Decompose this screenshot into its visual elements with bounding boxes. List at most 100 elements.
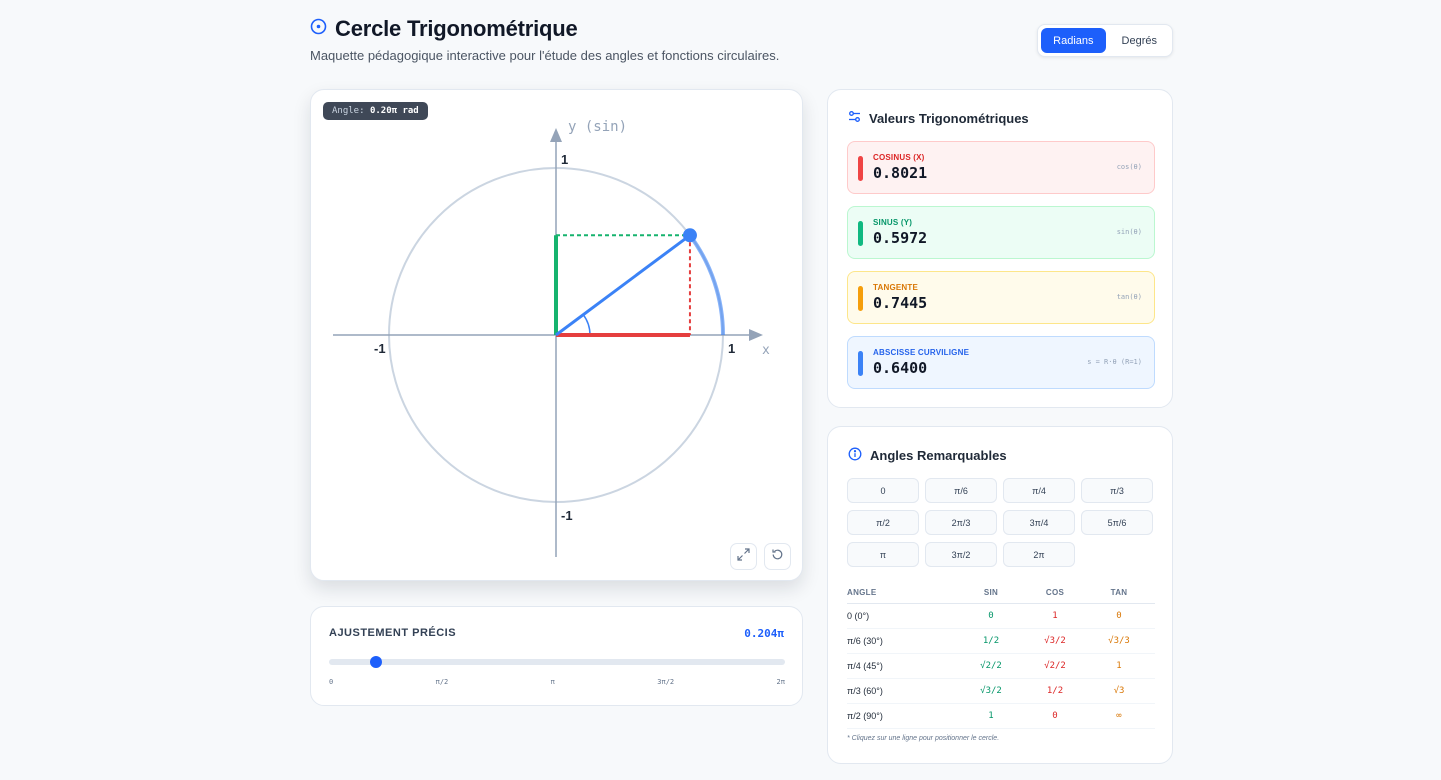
angle-badge: Angle: 0.20π rad [323,102,428,120]
angles-table-header: ANGLE SIN COS TAN [847,582,1155,604]
x-axis-label: x [762,343,770,358]
slider-tick: π [550,678,555,686]
angle-preset-button[interactable]: 5π/6 [1081,510,1153,535]
value-accent-bar [858,351,863,376]
angles-table-row[interactable]: 0 (0°) 0 1 0 [847,604,1155,629]
angle-badge-label: Angle: [332,106,365,116]
value-number: 0.7445 [873,294,928,312]
page-header: Cercle Trigonométrique Maquette pédagogi… [310,16,1173,66]
row-sin: √2/2 [980,661,1002,671]
arc-highlight [688,234,725,336]
page-subtitle: Maquette pédagogique interactive pour l'… [310,48,780,63]
remarkable-angles-header: Angles Remarquables [848,447,1007,464]
sliders-icon [848,110,861,126]
row-cos: 1 [1052,611,1058,621]
row-sin: 0 [988,611,994,621]
value-formula: tan(θ) [1116,293,1142,301]
fullscreen-button[interactable] [730,543,757,570]
value-label: TANGENTE [873,283,919,292]
angles-table-row[interactable]: π/6 (30°) 1/2 √3/2 √3/3 [847,629,1155,654]
trig-circle-canvas[interactable]: y (sin) x 1 -1 1 -1 [311,90,804,582]
trig-value-card: TANGENTE 0.7445 tan(θ) [847,271,1155,324]
target-icon [310,18,327,40]
row-tan: 0 [1116,611,1122,621]
row-cos: √2/2 [1044,661,1066,671]
angle-preset-button[interactable]: 0 [847,478,919,503]
reset-icon [771,548,784,566]
expand-icon [737,547,750,566]
value-label: ABSCISSE CURVILIGNE [873,348,970,357]
slider-tick: 2π [776,678,785,686]
value-number: 0.5972 [873,229,928,247]
angle-arc [582,314,591,336]
x-axis-arrow [749,329,763,341]
angle-slider-thumb[interactable] [369,656,382,668]
value-accent-bar [858,286,863,311]
angle-preset-button[interactable]: 2π/3 [925,510,997,535]
angle-preset-button[interactable]: 3π/2 [925,542,997,567]
col-header-cos: COS [1045,588,1065,597]
angle-preset-button[interactable]: π/2 [847,510,919,535]
angle-preset-button[interactable]: 2π [1003,542,1075,567]
degrees-button[interactable]: Degrés [1110,28,1169,53]
remarkable-angles-panel: Angles Remarquables 0 π/6 π/4 π/3 π/2 2π/3 3π/… [827,426,1173,764]
trig-value-card: COSINUS (X) 0.8021 cos(θ) [847,141,1155,194]
angle-preset-button[interactable]: π/4 [1003,478,1075,503]
row-tan: √3/3 [1108,636,1130,646]
row-angle: π/6 (30°) [847,636,883,646]
angle-badge-value: 0.20π rad [369,106,419,116]
col-header-angle: ANGLE [847,588,877,597]
angles-table: ANGLE SIN COS TAN 0 (0°) 0 1 0 π/6 (30°) 1/2 √… [847,582,1155,729]
radius-line [555,234,691,337]
row-cos: √3/2 [1044,636,1066,646]
angle-preset-button[interactable]: 3π/4 [1003,510,1075,535]
angles-table-row[interactable]: π/4 (45°) √2/2 √2/2 1 [847,654,1155,679]
y-axis-label: y (sin) [568,119,627,135]
y-axis-arrow [550,128,562,142]
unit-toggle: Radians Degrés [1037,24,1173,57]
col-header-sin: SIN [983,588,999,597]
tick-label-x-positive: 1 [728,341,735,356]
angles-table-row[interactable]: π/3 (60°) √3/2 1/2 √3 [847,679,1155,704]
angle-slider-track[interactable] [329,659,785,665]
row-tan: √3 [1113,686,1125,696]
row-cos: 1/2 [1046,686,1064,696]
info-icon [848,447,862,464]
trig-value-card: SINUS (Y) 0.5972 sin(θ) [847,206,1155,259]
slider-ticks: 0 π/2 π 3π/2 2π [329,678,785,686]
angle-point-handle [682,228,697,243]
trig-value-card: ABSCISSE CURVILIGNE 0.6400 s = R·θ (R=1) [847,336,1155,389]
row-angle: 0 (0°) [847,611,870,621]
value-accent-bar [858,221,863,246]
row-sin: 1/2 [982,636,1000,646]
circle-panel: y (sin) x 1 -1 1 -1 Angle: 0.20π rad [310,89,803,581]
reset-button[interactable] [764,543,791,570]
fine-adjust-panel: AJUSTEMENT PRÉCIS 0.204π 0 π/2 π 3π/2 2π [310,606,803,706]
value-number: 0.8021 [873,164,928,182]
slider-tick: 3π/2 [657,678,675,686]
tick-label-x-negative: -1 [374,341,386,356]
fine-adjust-label: AJUSTEMENT PRÉCIS [329,627,457,639]
angles-table-row[interactable]: π/2 (90°) 1 0 ∞ [847,704,1155,729]
remarkable-angles-title: Angles Remarquables [870,448,1007,463]
angle-preset-button[interactable]: π/3 [1081,478,1153,503]
value-formula: sin(θ) [1116,228,1142,236]
angle-button-grid: 0 π/6 π/4 π/3 π/2 2π/3 3π/4 5π/6 π 3π/2 2π [847,478,1155,567]
row-tan: 1 [1116,661,1122,671]
angle-preset-button[interactable]: π [847,542,919,567]
row-tan: ∞ [1116,711,1122,721]
row-angle: π/4 (45°) [847,661,883,671]
radians-button[interactable]: Radians [1041,28,1106,53]
value-accent-bar [858,156,863,181]
value-formula: cos(θ) [1116,163,1142,171]
angle-preset-button[interactable]: π/6 [925,478,997,503]
value-label: COSINUS (X) [873,153,925,162]
row-sin: 1 [988,711,994,721]
tick-label-y-positive: 1 [561,152,568,167]
slider-tick: 0 [329,678,334,686]
trig-values-title: Valeurs Trigonométriques [869,110,1029,126]
row-angle: π/2 (90°) [847,711,883,721]
tick-label-y-negative: -1 [561,508,573,523]
row-sin: √3/2 [980,686,1002,696]
trig-values-panel: Valeurs Trigonométriques COSINUS (X) 0.80… [827,89,1173,408]
